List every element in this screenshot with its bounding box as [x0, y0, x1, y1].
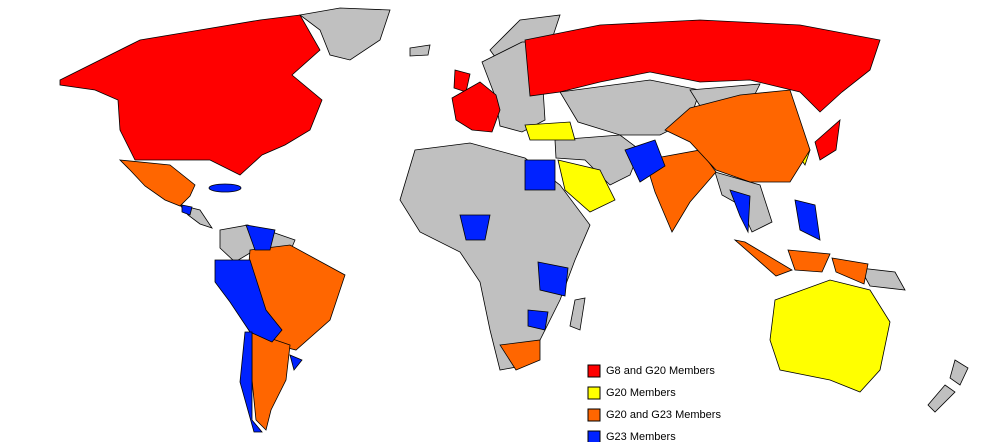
egypt	[524, 159, 556, 191]
legend-swatch	[587, 364, 601, 378]
philippines	[794, 199, 821, 241]
tanzania	[537, 261, 569, 297]
legend-label: G20 Members	[606, 387, 676, 399]
mexico	[118, 159, 196, 207]
cuba	[208, 183, 242, 193]
legend-swatch	[587, 430, 601, 442]
papua	[859, 267, 906, 291]
new-zealand-north	[949, 359, 969, 386]
legend: G8 and G20 Members G20 Members G20 and G23…	[587, 364, 721, 442]
iceland	[409, 44, 431, 57]
russia	[524, 19, 881, 113]
colombia	[219, 224, 256, 263]
africa	[399, 142, 591, 371]
legend-label: G8 and G20 Members	[606, 365, 715, 377]
guatemala	[181, 204, 193, 216]
legend-swatch	[587, 386, 601, 400]
legend-label: G20 and G23 Members	[606, 409, 721, 421]
sumatra	[733, 239, 793, 277]
north-america	[59, 14, 323, 176]
china	[664, 89, 811, 183]
turkey	[524, 121, 576, 141]
greenland	[299, 7, 391, 61]
legend-label: G23 Members	[606, 431, 676, 442]
nigeria	[459, 214, 491, 241]
eastern-indonesia	[831, 257, 869, 285]
argentina	[251, 331, 291, 431]
south-africa	[499, 339, 541, 371]
australia	[769, 279, 891, 393]
uruguay	[289, 354, 303, 371]
venezuela	[245, 224, 276, 251]
legend-swatch	[587, 408, 601, 422]
thailand	[729, 189, 751, 234]
pakistan	[624, 139, 666, 183]
saudi-arabia	[557, 159, 616, 213]
new-zealand-south	[927, 384, 956, 413]
borneo	[787, 249, 831, 273]
map-shapes	[59, 7, 969, 433]
andes	[214, 259, 283, 343]
middle-east	[554, 134, 641, 186]
zimbabwe	[527, 309, 549, 331]
western-europe	[451, 81, 501, 133]
japan	[814, 118, 841, 161]
chile	[239, 331, 263, 433]
madagascar	[569, 297, 586, 331]
